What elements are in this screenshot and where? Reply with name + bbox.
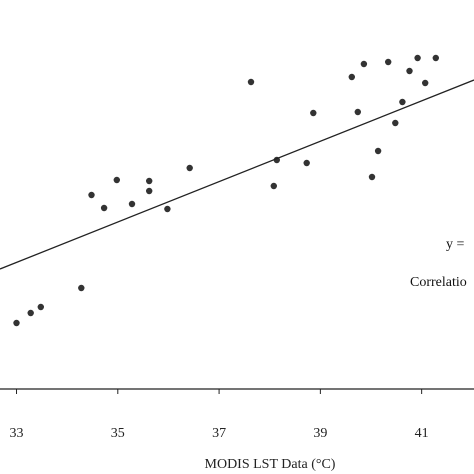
data-point (78, 284, 85, 292)
data-point (374, 147, 382, 155)
data-point (414, 54, 421, 62)
data-point (186, 164, 193, 172)
x-tick-label: 35 (111, 426, 125, 441)
data-point (113, 176, 121, 184)
data-point (422, 79, 429, 87)
data-point (303, 159, 310, 167)
data-point (27, 309, 34, 317)
data-point (37, 303, 44, 311)
x-tick-label: 37 (212, 426, 226, 441)
data-point (270, 182, 277, 190)
data-point (348, 73, 355, 81)
data-point (310, 109, 317, 117)
data-point (399, 98, 406, 106)
data-points (13, 54, 439, 327)
x-axis-title: MODIS LST Data (°C) (205, 457, 336, 472)
data-point (406, 67, 413, 75)
x-tick-label: 39 (313, 426, 327, 441)
data-point (360, 60, 368, 68)
correlation-annotation: Correlatio (410, 275, 467, 290)
data-point (13, 319, 20, 327)
data-point (100, 204, 108, 212)
data-point (354, 108, 361, 116)
data-point (146, 187, 153, 195)
data-point (146, 177, 153, 185)
data-point (128, 200, 136, 208)
data-point (368, 173, 376, 181)
data-point (88, 191, 95, 199)
data-point (392, 119, 399, 127)
x-axis-ticks: 33 35 37 39 41 (10, 389, 429, 441)
x-tick-label: 33 (10, 426, 24, 441)
data-point (432, 54, 439, 62)
data-point (164, 205, 171, 213)
equation-annotation: y = (446, 237, 465, 252)
regression-line (0, 79, 474, 270)
x-tick-label: 41 (415, 426, 429, 441)
data-point (385, 58, 392, 66)
data-point (247, 78, 255, 86)
